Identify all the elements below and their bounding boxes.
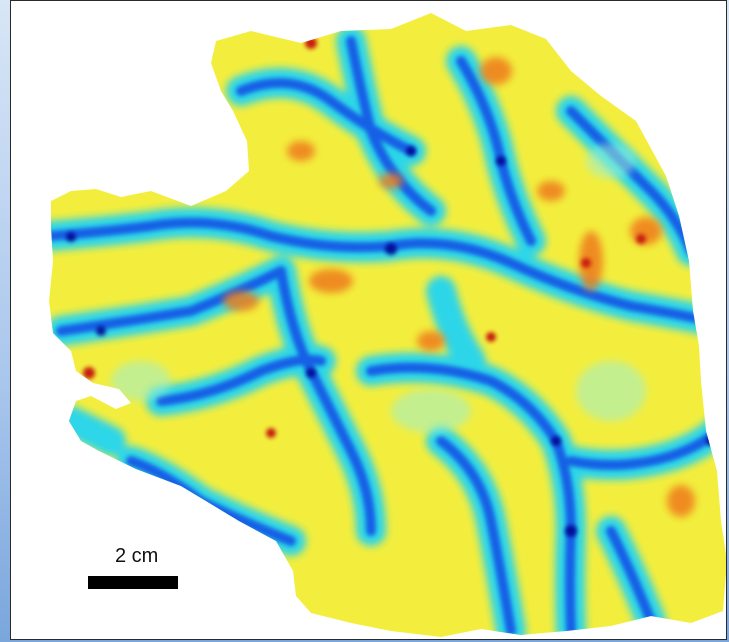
- heatmap-image: [49, 13, 726, 637]
- scale-bar: [88, 576, 178, 589]
- figure-frame: 2 cm: [10, 0, 727, 640]
- scale-bar-label: 2 cm: [115, 545, 159, 567]
